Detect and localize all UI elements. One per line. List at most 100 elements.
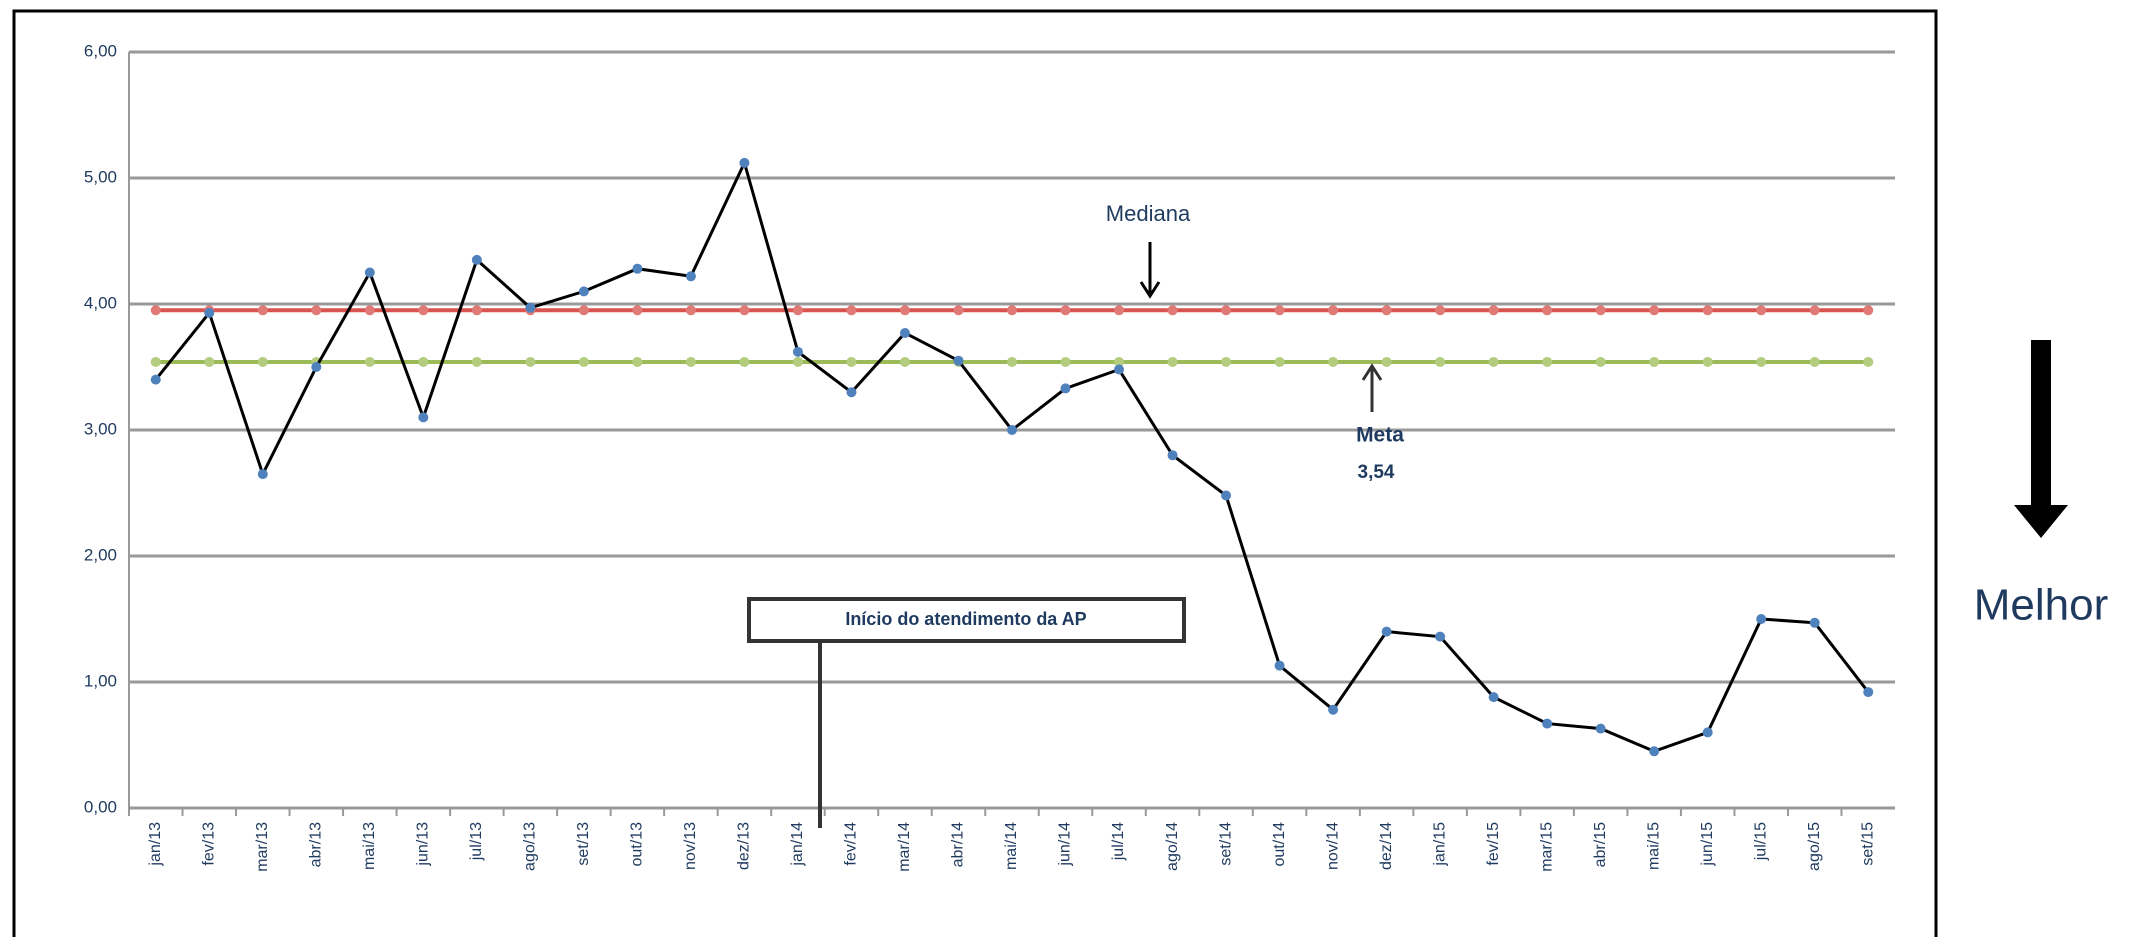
y-tick-label: 1,00 — [84, 671, 117, 690]
annotation: 3,54 — [1358, 462, 1395, 483]
annotation-arrow — [1361, 363, 1383, 412]
data-point — [1595, 305, 1606, 316]
data-point — [1381, 356, 1392, 367]
data-point — [632, 356, 643, 367]
x-tick-label: jul/13 — [468, 822, 485, 861]
data-point — [953, 355, 964, 366]
data-point — [1542, 356, 1553, 367]
data-point — [1007, 425, 1017, 435]
data-point — [1649, 305, 1660, 316]
x-tick-label: out/14 — [1271, 822, 1288, 867]
data-point — [1167, 450, 1178, 461]
data-point — [1060, 383, 1071, 394]
y-tick-label: 4,00 — [84, 293, 117, 312]
data-point — [204, 356, 215, 367]
data-point — [899, 305, 910, 316]
data-point — [792, 356, 803, 367]
data-point — [739, 157, 750, 168]
data-point — [1167, 305, 1178, 316]
data-point — [1328, 305, 1339, 316]
annotation: Mediana — [1106, 201, 1191, 226]
x-tick-label: jun/13 — [415, 822, 432, 867]
data-point — [1274, 305, 1285, 316]
x-tick-label: nov/14 — [1324, 822, 1341, 870]
data-point — [1863, 687, 1874, 698]
data-point — [846, 305, 857, 316]
data-point — [1114, 364, 1125, 375]
x-tick-label: mai/14 — [1003, 822, 1020, 870]
data-point — [1274, 660, 1285, 671]
data-point — [1809, 305, 1820, 316]
chart-frame — [12, 9, 1938, 937]
x-tick-label: ago/15 — [1806, 822, 1823, 871]
data-point — [632, 263, 643, 274]
data-point — [1007, 356, 1017, 367]
x-tick-label: fev/14 — [843, 822, 860, 866]
data-point — [471, 305, 482, 316]
data-point — [1756, 356, 1767, 367]
data-point — [578, 356, 589, 367]
data-point — [1381, 305, 1392, 316]
x-tick-label: abr/14 — [950, 822, 967, 867]
data-point — [364, 356, 375, 367]
x-tick-label: out/13 — [629, 822, 646, 867]
data-point — [1221, 356, 1232, 367]
data-point — [1435, 305, 1446, 316]
annotation: Melhor — [1974, 581, 2109, 630]
annotation: Meta — [1356, 424, 1404, 447]
data-point — [1809, 356, 1820, 367]
data-point — [471, 356, 482, 367]
data-point — [1435, 631, 1446, 642]
x-tick-label: dez/14 — [1378, 822, 1395, 870]
x-tick-label: jul/15 — [1752, 822, 1769, 861]
x-tick-label: jan/13 — [147, 822, 164, 867]
data-point — [1221, 305, 1232, 316]
annotation-box — [747, 597, 1186, 643]
data-point — [792, 346, 803, 357]
data-point — [739, 356, 750, 367]
data-point — [1649, 356, 1660, 367]
annotation-arrow — [1139, 242, 1161, 299]
annotation: Início do atendimento da AP — [845, 609, 1086, 629]
data-point — [1007, 305, 1017, 316]
data-point — [150, 374, 161, 385]
data-point — [1488, 356, 1499, 367]
data-point — [685, 305, 696, 316]
data-point — [1060, 305, 1071, 316]
data-point — [1114, 356, 1125, 367]
data-point — [899, 327, 910, 338]
x-tick-label: mar/14 — [896, 822, 913, 872]
data-point — [257, 469, 268, 480]
data-point — [257, 305, 268, 316]
data-point — [1114, 305, 1125, 316]
data-point — [1542, 305, 1553, 316]
x-tick-label: jan/15 — [1431, 822, 1448, 867]
y-tick-label: 0,00 — [84, 797, 117, 816]
data-point — [1863, 356, 1874, 367]
x-tick-label: ago/14 — [1164, 822, 1181, 871]
data-point — [1167, 356, 1178, 367]
data-point — [364, 267, 375, 278]
x-tick-label: mar/13 — [254, 822, 271, 872]
x-tick-label: abr/15 — [1592, 822, 1609, 867]
y-tick-label: 2,00 — [84, 545, 117, 564]
data-point — [418, 356, 429, 367]
data-point — [739, 305, 750, 316]
data-point — [1595, 723, 1606, 734]
data-point — [311, 362, 322, 372]
data-point — [632, 305, 643, 316]
x-tick-label: jun/15 — [1699, 822, 1716, 867]
y-tick-label: 3,00 — [84, 419, 117, 438]
data-point — [525, 302, 536, 313]
x-tick-label: ago/13 — [522, 822, 539, 871]
data-point — [792, 305, 803, 316]
data-point — [1702, 356, 1713, 367]
data-point — [471, 254, 482, 265]
data-point — [578, 286, 589, 297]
data-point — [846, 356, 857, 367]
data-point — [418, 412, 429, 423]
x-tick-label: mai/13 — [361, 822, 378, 870]
x-tick-label: set/13 — [575, 822, 592, 866]
x-tick-label: jan/14 — [789, 822, 806, 867]
x-tick-label: mai/15 — [1645, 822, 1662, 870]
